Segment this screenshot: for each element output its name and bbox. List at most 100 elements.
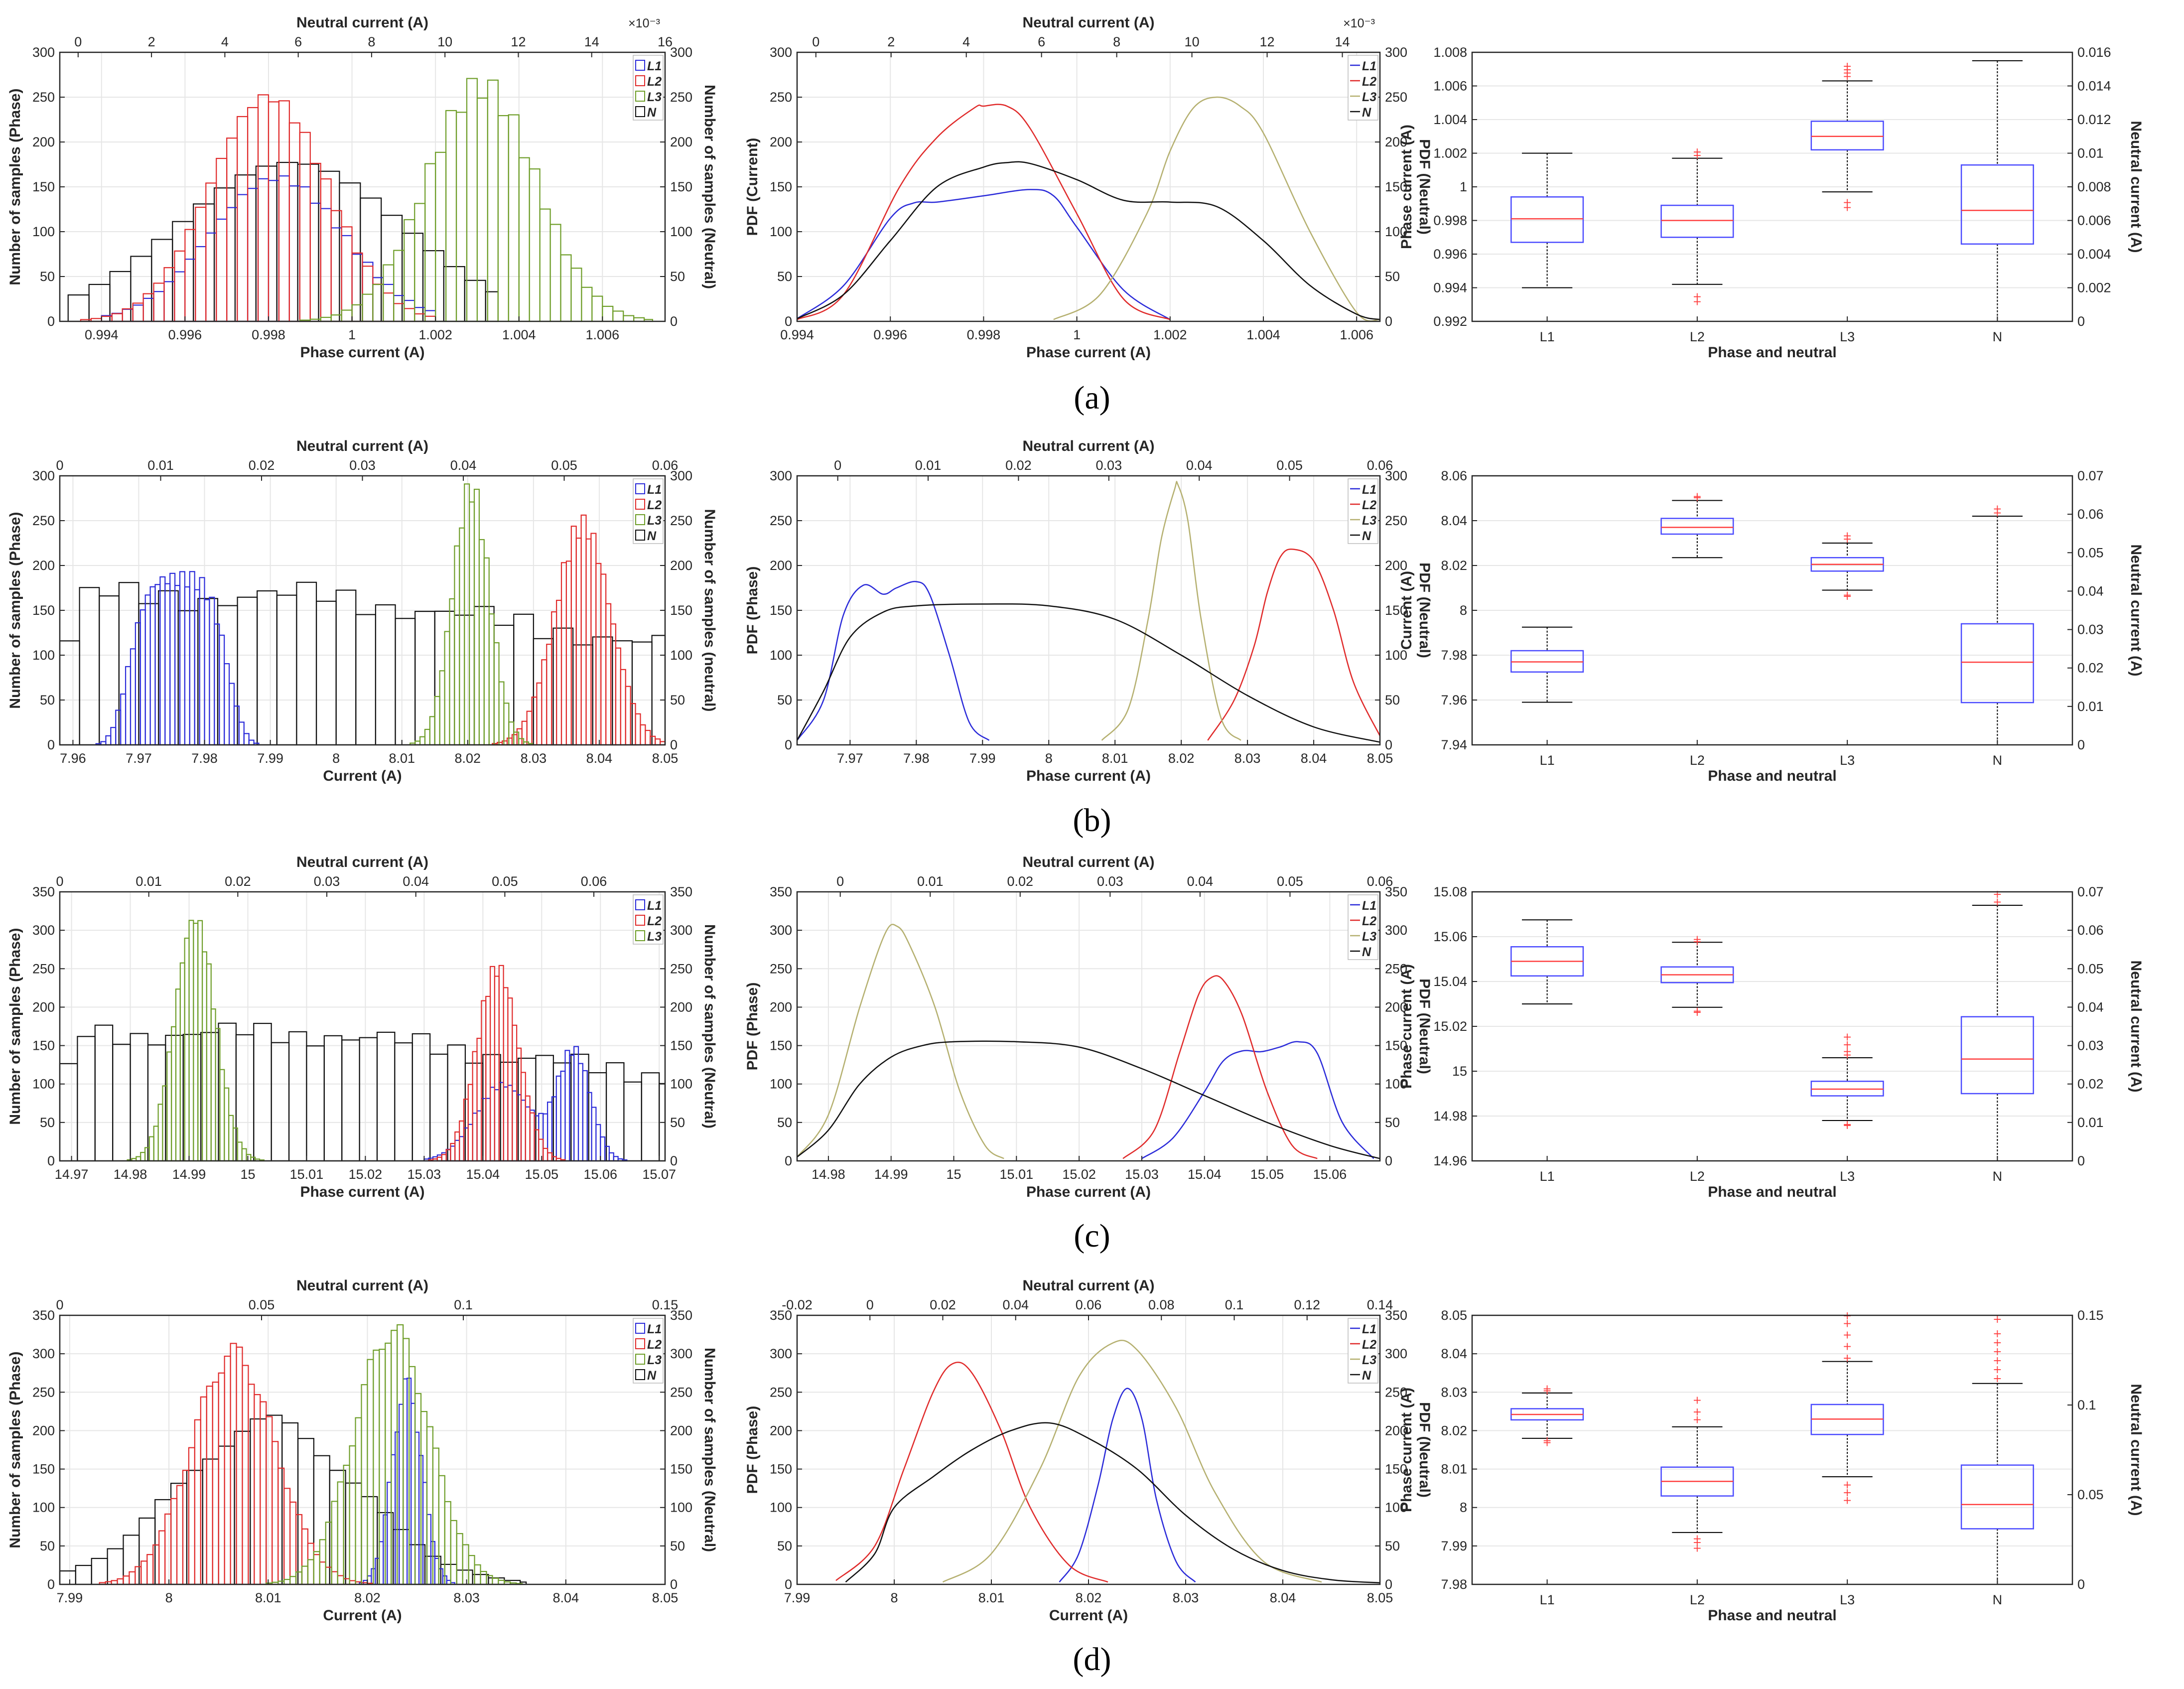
top-tick-label: 12: [1260, 34, 1275, 49]
top-tick-label: 0.05: [551, 458, 577, 473]
x-tick-label: 8.03: [1173, 1590, 1199, 1605]
y-right-tick-label: 150: [1385, 1038, 1407, 1053]
box-L2: ++++: [1660, 934, 1734, 1019]
outlier: +: [1843, 1310, 1852, 1322]
x-tick-label: 15.03: [1125, 1167, 1159, 1182]
outlier: +: [1542, 1383, 1551, 1396]
x-axis-ticks: L1 L2 L3 N: [1540, 740, 2002, 768]
y-right-tick-label: 250: [1385, 1385, 1407, 1400]
line-L1: [1141, 1041, 1374, 1159]
y-right-tick-label: 350: [1385, 884, 1407, 899]
caption-d: (d): [1073, 1641, 1111, 1678]
y-tick-label: 100: [32, 1500, 55, 1515]
y-tick-label: 0.996: [1433, 247, 1467, 262]
y-tick-label: 7.94: [1441, 737, 1467, 752]
y-axis-label: Current (A): [1398, 571, 1415, 650]
data-marks: [835, 1340, 1380, 1584]
legend-swatch-L2: [635, 75, 645, 86]
plot-area: [60, 1315, 665, 1584]
x-tick-label: 8: [165, 1590, 173, 1605]
x-tick-label: 15.06: [583, 1167, 617, 1182]
x-tick-label: 15.01: [290, 1167, 324, 1182]
legend-label-N: N: [1362, 106, 1371, 120]
y-axis-ticks: 0 50 100 150 200 250 300 350: [32, 1308, 65, 1592]
y-tick-label: 0: [47, 737, 55, 752]
line-L2: [1122, 975, 1318, 1159]
top-axis-ticks: 0 0.05 0.1 0.15: [56, 1297, 678, 1320]
top-tick-label: 0.12: [1294, 1297, 1320, 1312]
y-tick-label: 15: [1452, 1064, 1467, 1079]
x-tick-label: 8.05: [652, 1590, 679, 1605]
data-marks: [796, 924, 1380, 1159]
x-tick-label: 15.05: [525, 1167, 558, 1182]
top-tick-label: 0.03: [1096, 458, 1122, 473]
y-tick-label: 8.05: [1441, 1308, 1467, 1323]
line-N: [845, 1422, 1380, 1584]
y-tick-label: 8.04: [1441, 513, 1467, 528]
y-tick-label: 0.994: [1433, 281, 1467, 295]
outlier: +: [1693, 1533, 1702, 1545]
y-tick-label: 200: [770, 558, 792, 573]
top-tick-label: 0.08: [1148, 1297, 1175, 1312]
x-tick-label: 8.03: [521, 751, 547, 766]
y-right-tick-label: 0: [2077, 737, 2085, 752]
legend-box: [1348, 1318, 1378, 1384]
legend-label-L2: L2: [647, 914, 662, 928]
x-tick-label: 14.97: [55, 1167, 89, 1182]
top-tick-label: 10: [437, 34, 452, 49]
y-axis-ticks: 7.98 7.99 8 8.01 8.02 8.03 8.04 8.05: [1441, 1308, 1477, 1592]
y-right-tick-label: 350: [670, 884, 692, 899]
x-axis-ticks: 0.994 0.996 0.998 1 1.002 1.004 1.006: [85, 316, 619, 342]
top-tick-label: 0.06: [581, 874, 607, 889]
y-right-axis-label: Number of samples (neutral): [701, 509, 718, 712]
x-tick-label: L1: [1540, 1592, 1555, 1607]
line-L1: [1059, 1388, 1196, 1583]
y-right-tick-label: 150: [670, 603, 692, 618]
x-tick-label: 15.07: [642, 1167, 676, 1182]
y-axis-label: PDF (Phase): [744, 1406, 761, 1494]
x-tick-label: 15.04: [1188, 1167, 1222, 1182]
y-right-tick-label: 0.05: [2077, 545, 2104, 560]
y-tick-label: 0.992: [1433, 314, 1467, 329]
legend-swatch-L1: [635, 1323, 645, 1334]
legend-label-L2: L2: [647, 1338, 662, 1352]
x-tick-label: 8.02: [1076, 1590, 1102, 1605]
top-tick-label: 4: [962, 34, 970, 49]
y-tick-label: 300: [770, 468, 792, 483]
y-tick-label: 1.004: [1433, 112, 1467, 127]
legend-swatch-L1: [635, 483, 645, 494]
top-tick-label: 0.05: [1277, 874, 1303, 889]
top-tick-label: 0.01: [136, 874, 162, 889]
legend-swatch-N: [635, 530, 645, 541]
y-tick-label: 15.06: [1433, 929, 1467, 944]
y-right-tick-label: 200: [1385, 1423, 1407, 1438]
x-tick-label: 7.97: [126, 751, 152, 766]
data-marks: ++++++++++++: [1510, 888, 2034, 1161]
y-tick-label: 150: [770, 1462, 792, 1477]
top-tick-label: 10: [1185, 34, 1200, 49]
top-tick-label: 0: [834, 458, 841, 473]
top-tick-label: 0.01: [917, 874, 944, 889]
y-tick-label: 8.04: [1441, 1346, 1467, 1361]
y-right-tick-label: 0.06: [2077, 507, 2104, 522]
y-right-tick-label: 150: [1385, 1462, 1407, 1477]
y-right-tick-label: 0.002: [2077, 281, 2111, 295]
x-tick-label: 0.998: [252, 327, 285, 342]
x-axis-label: Current (A): [323, 1607, 402, 1624]
y-right-axis-ticks: 0 0.01 0.02 0.03 0.04 0.05 0.06 0.07: [2067, 468, 2104, 752]
chart-b1: 7.96 7.97 7.98 7.99 8 8.01 8.02 8.03 8.04 8.05 Cur…: [7, 438, 718, 784]
line-L1: [796, 580, 990, 741]
outlier: +: [1843, 1341, 1852, 1353]
y-tick-label: 8.03: [1441, 1385, 1467, 1400]
top-axis-ticks: 0 2 4 6 8 10 12 14: [812, 34, 1350, 57]
y-right-axis-ticks: 0 50 100 150 200 250 300: [1375, 45, 1407, 329]
top-tick-label: 0.01: [147, 458, 174, 473]
data-marks: [797, 96, 1380, 322]
x-tick-label: 8.04: [553, 1590, 579, 1605]
y-tick-label: 0: [785, 314, 792, 329]
box-iqr: [1660, 518, 1734, 535]
outlier: +: [1843, 60, 1852, 73]
